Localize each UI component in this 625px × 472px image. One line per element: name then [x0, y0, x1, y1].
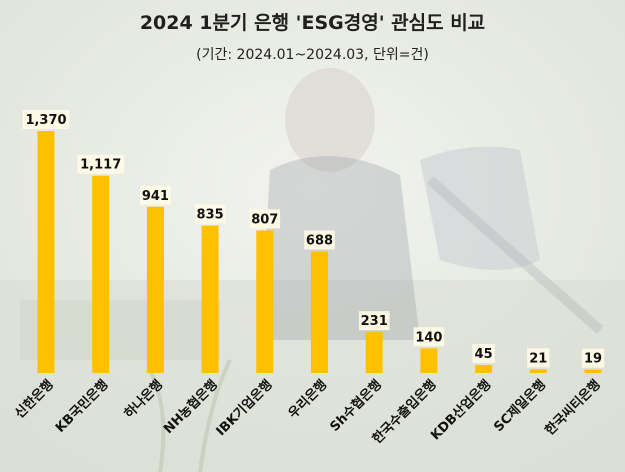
category-label-5: IBK기업은행	[213, 377, 276, 440]
value-label-4: 835	[197, 208, 224, 223]
value-label-10: 21	[529, 351, 547, 366]
value-label-bg-10	[527, 348, 550, 368]
value-label-3: 941	[142, 189, 169, 204]
category-label-6: 우리은행	[285, 377, 330, 422]
category-label-11: 한국씨티은행	[542, 377, 604, 439]
bar-5	[256, 230, 274, 373]
category-label-2: KB국민은행	[52, 377, 111, 436]
value-label-bg-6	[304, 230, 335, 250]
bar-3	[146, 206, 164, 373]
category-label-3: 하나은행	[121, 377, 166, 422]
bar-1	[37, 131, 55, 373]
value-label-bg-9	[472, 344, 495, 364]
value-label-7: 231	[361, 314, 388, 329]
value-label-bg-7	[358, 311, 390, 331]
value-label-11: 19	[584, 352, 602, 367]
value-label-bg-11	[581, 348, 605, 368]
value-label-bg-1	[22, 110, 70, 129]
value-label-bg-5	[249, 209, 281, 229]
value-label-6: 688	[306, 233, 333, 248]
chart-subtitle: (기간: 2024.01~2024.03, 단위=건)	[196, 47, 429, 63]
value-label-8: 140	[415, 330, 442, 345]
value-label-5: 807	[251, 212, 278, 227]
value-label-bg-3	[140, 185, 171, 205]
value-label-2: 1,117	[80, 158, 121, 173]
value-label-1: 1,370	[25, 113, 66, 128]
value-label-bg-2	[77, 154, 125, 174]
bar-9	[475, 365, 493, 373]
bar-2	[92, 175, 110, 373]
value-label-bg-8	[413, 327, 445, 347]
value-label-bg-4	[194, 204, 226, 224]
bar-7	[365, 332, 383, 373]
bar-10	[529, 369, 547, 373]
chart-title: 2024 1분기 은행 'ESG경영' 관심도 비교	[139, 12, 486, 34]
bar-6	[311, 251, 328, 373]
bar-8	[420, 348, 438, 373]
category-label-7: Sh수협은행	[327, 377, 385, 435]
category-label-10: SC제일은행	[491, 377, 550, 436]
bar-11	[584, 369, 602, 373]
value-label-9: 45	[475, 347, 493, 362]
category-label-4: NH농협은행	[160, 377, 221, 438]
category-label-1: 신한은행	[12, 377, 57, 422]
bar-4	[201, 225, 219, 373]
